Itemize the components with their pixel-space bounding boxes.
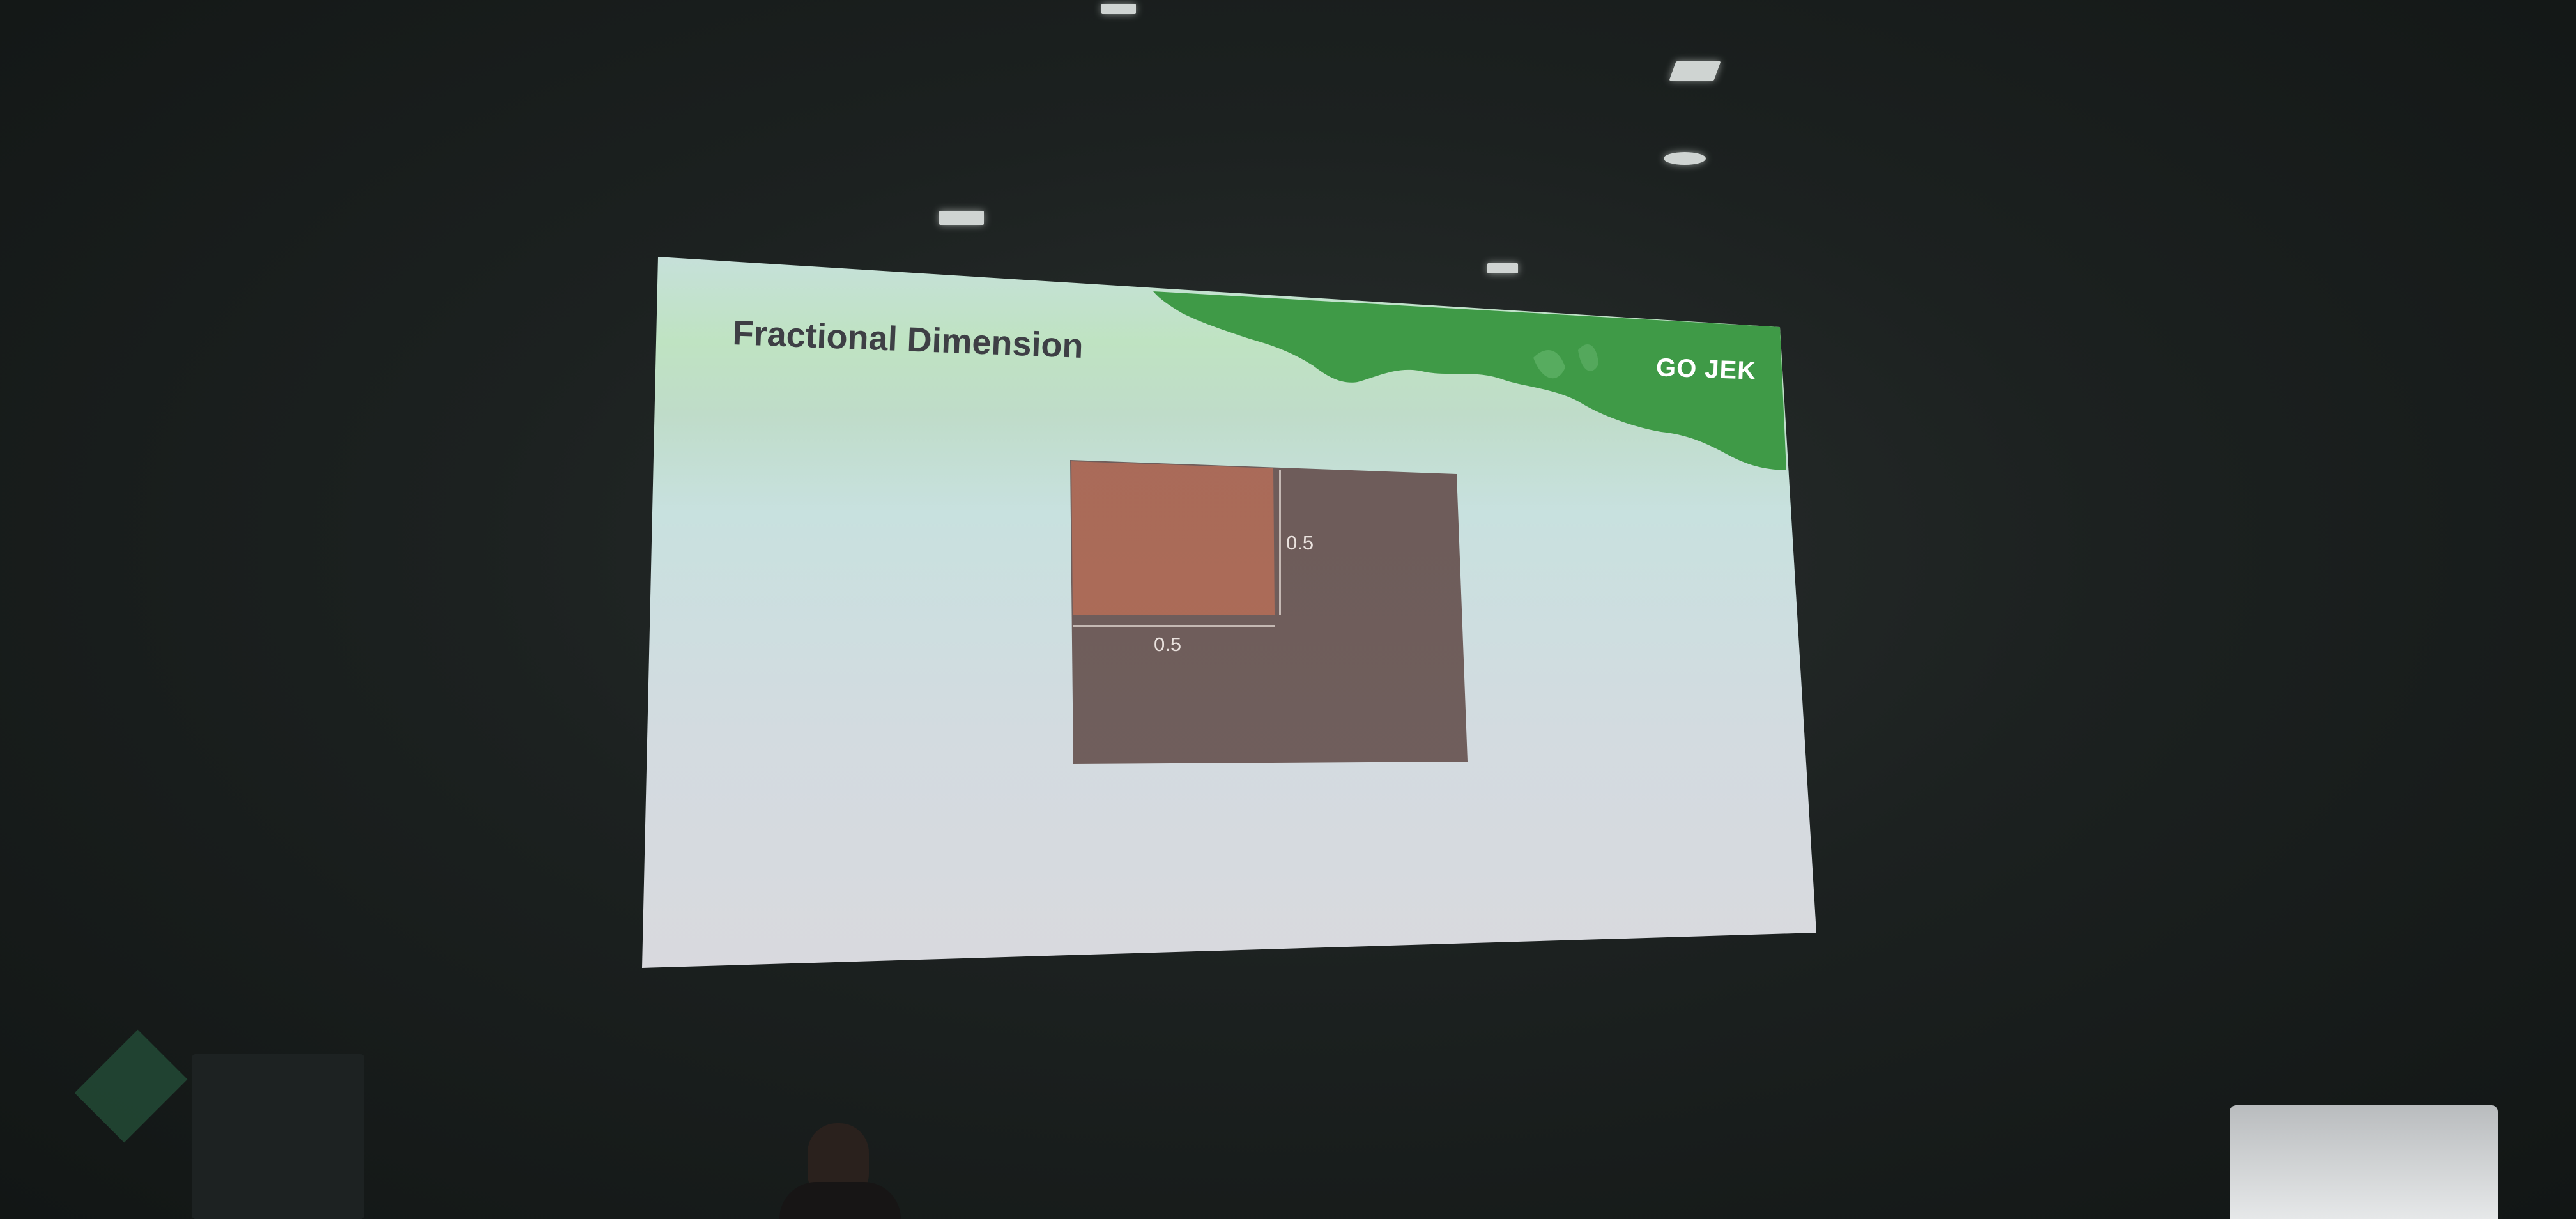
ceiling-light — [1101, 4, 1136, 14]
width-dimension-line — [1073, 625, 1275, 627]
gojek-logo: GO JEK — [1655, 353, 1757, 385]
ceiling-light — [1487, 263, 1518, 273]
ceiling-light — [1669, 61, 1721, 80]
height-fraction-label: 0.5 — [1286, 532, 1314, 554]
stacked-chairs — [2230, 1105, 2498, 1219]
exit-sign — [74, 1029, 188, 1143]
height-dimension-line — [1279, 470, 1281, 615]
speaker-body — [779, 1182, 901, 1219]
stage-equipment — [192, 1054, 364, 1219]
ceiling-light — [939, 211, 984, 225]
ceiling-light — [1664, 152, 1706, 165]
width-fraction-label: 0.5 — [1154, 633, 1182, 656]
